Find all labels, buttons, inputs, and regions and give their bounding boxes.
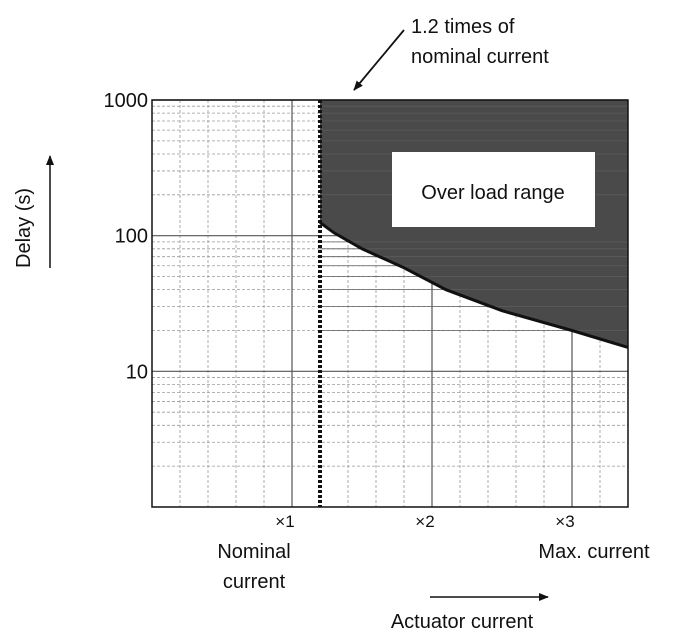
y-tick-labels: 1000 100 10 — [104, 90, 149, 383]
threshold-annotation-arrow — [353, 29, 405, 91]
x-axis-label: Actuator current — [391, 611, 534, 633]
y-tick-label: 10 — [126, 361, 148, 383]
max-current-caption: Max. current — [538, 541, 650, 563]
nominal-caption-line2: current — [223, 571, 286, 593]
threshold-annotation-line2: nominal current — [411, 46, 549, 68]
y-axis-label: Delay (s) — [13, 188, 35, 268]
region-label: Over load range — [421, 182, 564, 204]
nominal-caption-line1: Nominal — [217, 541, 290, 563]
x-tick-label: ×2 — [415, 512, 434, 531]
x-tick-label: ×1 — [275, 512, 294, 531]
y-tick-label: 1000 — [104, 90, 149, 112]
x-tick-labels: ×1 ×2 ×3 — [275, 512, 574, 531]
overload-region-grid — [320, 105, 628, 331]
boundary-curve — [319, 221, 629, 349]
plot-frame — [151, 99, 629, 508]
threshold-annotation-line1: 1.2 times of — [411, 16, 515, 38]
region-label-box — [392, 152, 595, 227]
x-tick-label: ×3 — [555, 512, 574, 531]
y-tick-label: 100 — [115, 226, 148, 248]
